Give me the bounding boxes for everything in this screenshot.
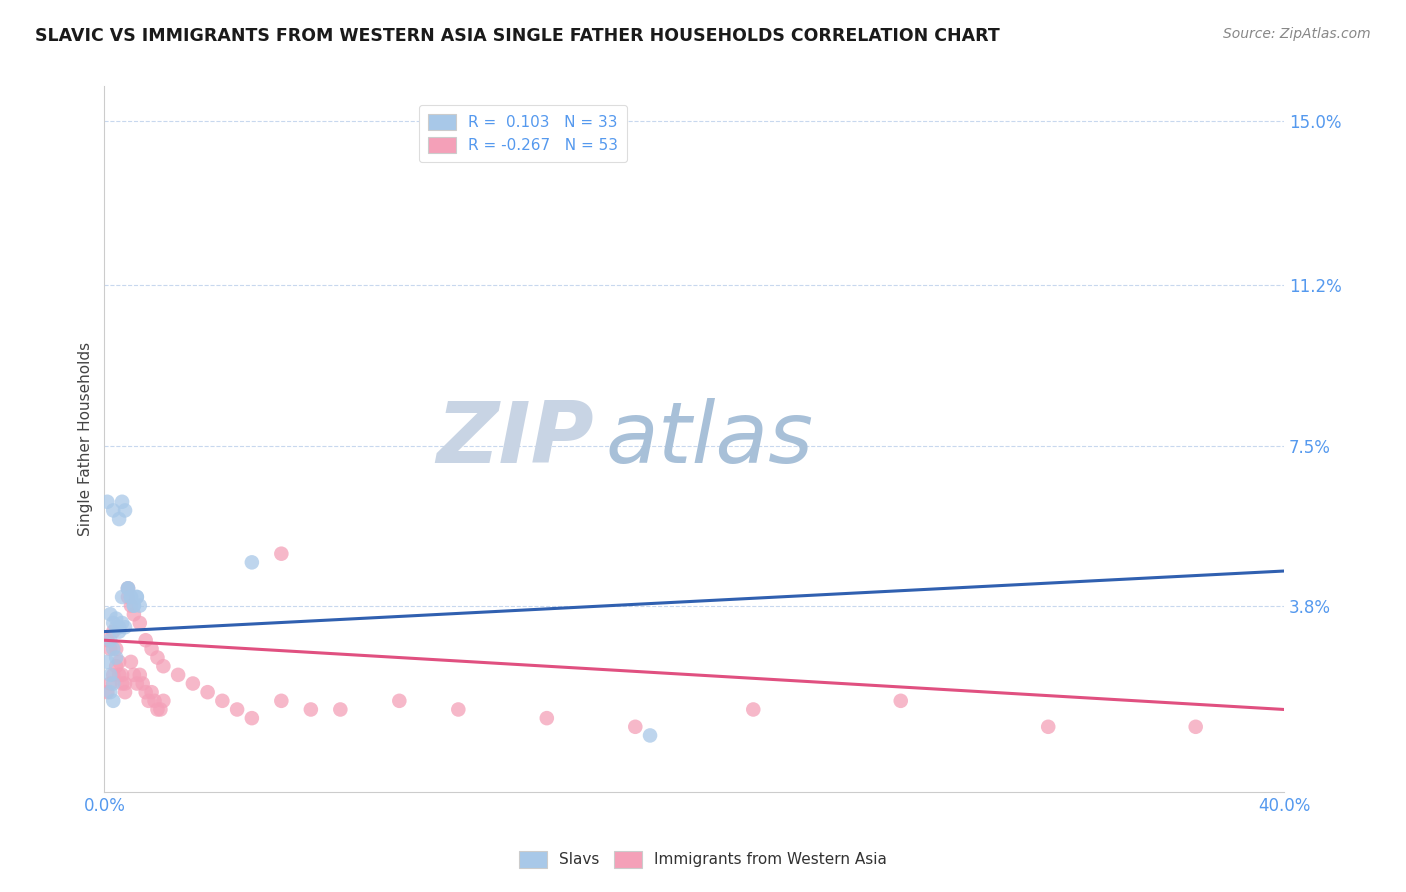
Point <box>299 702 322 716</box>
Point <box>98 641 121 656</box>
Point <box>146 650 169 665</box>
Point <box>638 728 661 742</box>
Point <box>98 607 121 622</box>
Point <box>152 659 174 673</box>
Point <box>890 694 912 708</box>
Text: ZIP: ZIP <box>436 398 593 481</box>
Point <box>128 599 150 613</box>
Point <box>105 620 128 634</box>
Point <box>120 599 142 613</box>
Point <box>447 702 470 716</box>
Point <box>132 676 155 690</box>
Point <box>117 582 139 596</box>
Point <box>111 676 134 690</box>
Point <box>226 702 249 716</box>
Point <box>128 668 150 682</box>
Point <box>98 633 121 648</box>
Point <box>111 590 134 604</box>
Point <box>624 720 647 734</box>
Point <box>122 599 145 613</box>
Point <box>122 607 145 622</box>
Point <box>117 590 139 604</box>
Point <box>1184 720 1206 734</box>
Point <box>98 685 121 699</box>
Point <box>536 711 558 725</box>
Point <box>108 624 131 639</box>
Point <box>197 685 219 699</box>
Point <box>114 620 136 634</box>
Point <box>103 503 125 517</box>
Point <box>135 633 157 648</box>
Point <box>108 512 131 526</box>
Point <box>120 590 142 604</box>
Point <box>143 694 166 708</box>
Text: Source: ZipAtlas.com: Source: ZipAtlas.com <box>1223 27 1371 41</box>
Point <box>108 668 131 682</box>
Point <box>141 685 163 699</box>
Point <box>105 641 128 656</box>
Point <box>103 676 125 690</box>
Text: atlas: atlas <box>606 398 814 481</box>
Point <box>108 655 131 669</box>
Point <box>122 668 145 682</box>
Point <box>103 624 125 639</box>
Point <box>105 650 128 665</box>
Point <box>96 655 118 669</box>
Point <box>167 668 190 682</box>
Point <box>181 676 204 690</box>
Point <box>96 495 118 509</box>
Point <box>114 685 136 699</box>
Point <box>240 555 263 569</box>
Point <box>120 590 142 604</box>
Point <box>111 668 134 682</box>
Text: SLAVIC VS IMMIGRANTS FROM WESTERN ASIA SINGLE FATHER HOUSEHOLDS CORRELATION CHAR: SLAVIC VS IMMIGRANTS FROM WESTERN ASIA S… <box>35 27 1000 45</box>
Point <box>103 615 125 630</box>
Point <box>103 668 125 682</box>
Point <box>96 633 118 648</box>
Y-axis label: Single Father Households: Single Father Households <box>79 342 93 536</box>
Point <box>122 599 145 613</box>
Point <box>270 547 292 561</box>
Point <box>135 685 157 699</box>
Point <box>128 615 150 630</box>
Point <box>141 641 163 656</box>
Point <box>125 590 148 604</box>
Point <box>120 655 142 669</box>
Point <box>114 676 136 690</box>
Point <box>270 694 292 708</box>
Point <box>240 711 263 725</box>
Point <box>149 702 172 716</box>
Point <box>1038 720 1060 734</box>
Point <box>146 702 169 716</box>
Legend: Slavs, Immigrants from Western Asia: Slavs, Immigrants from Western Asia <box>513 845 893 873</box>
Point <box>152 694 174 708</box>
Point <box>111 615 134 630</box>
Legend: R =  0.103   N = 33, R = -0.267   N = 53: R = 0.103 N = 33, R = -0.267 N = 53 <box>419 104 627 162</box>
Point <box>114 503 136 517</box>
Point <box>138 694 160 708</box>
Point <box>111 495 134 509</box>
Point <box>105 612 128 626</box>
Point <box>96 685 118 699</box>
Point <box>98 668 121 682</box>
Point <box>125 676 148 690</box>
Point <box>108 620 131 634</box>
Point <box>98 676 121 690</box>
Point <box>388 694 411 708</box>
Point <box>329 702 352 716</box>
Point <box>125 590 148 604</box>
Point <box>211 694 233 708</box>
Point <box>103 641 125 656</box>
Point <box>117 582 139 596</box>
Point <box>742 702 765 716</box>
Point <box>103 694 125 708</box>
Point <box>117 582 139 596</box>
Point <box>105 659 128 673</box>
